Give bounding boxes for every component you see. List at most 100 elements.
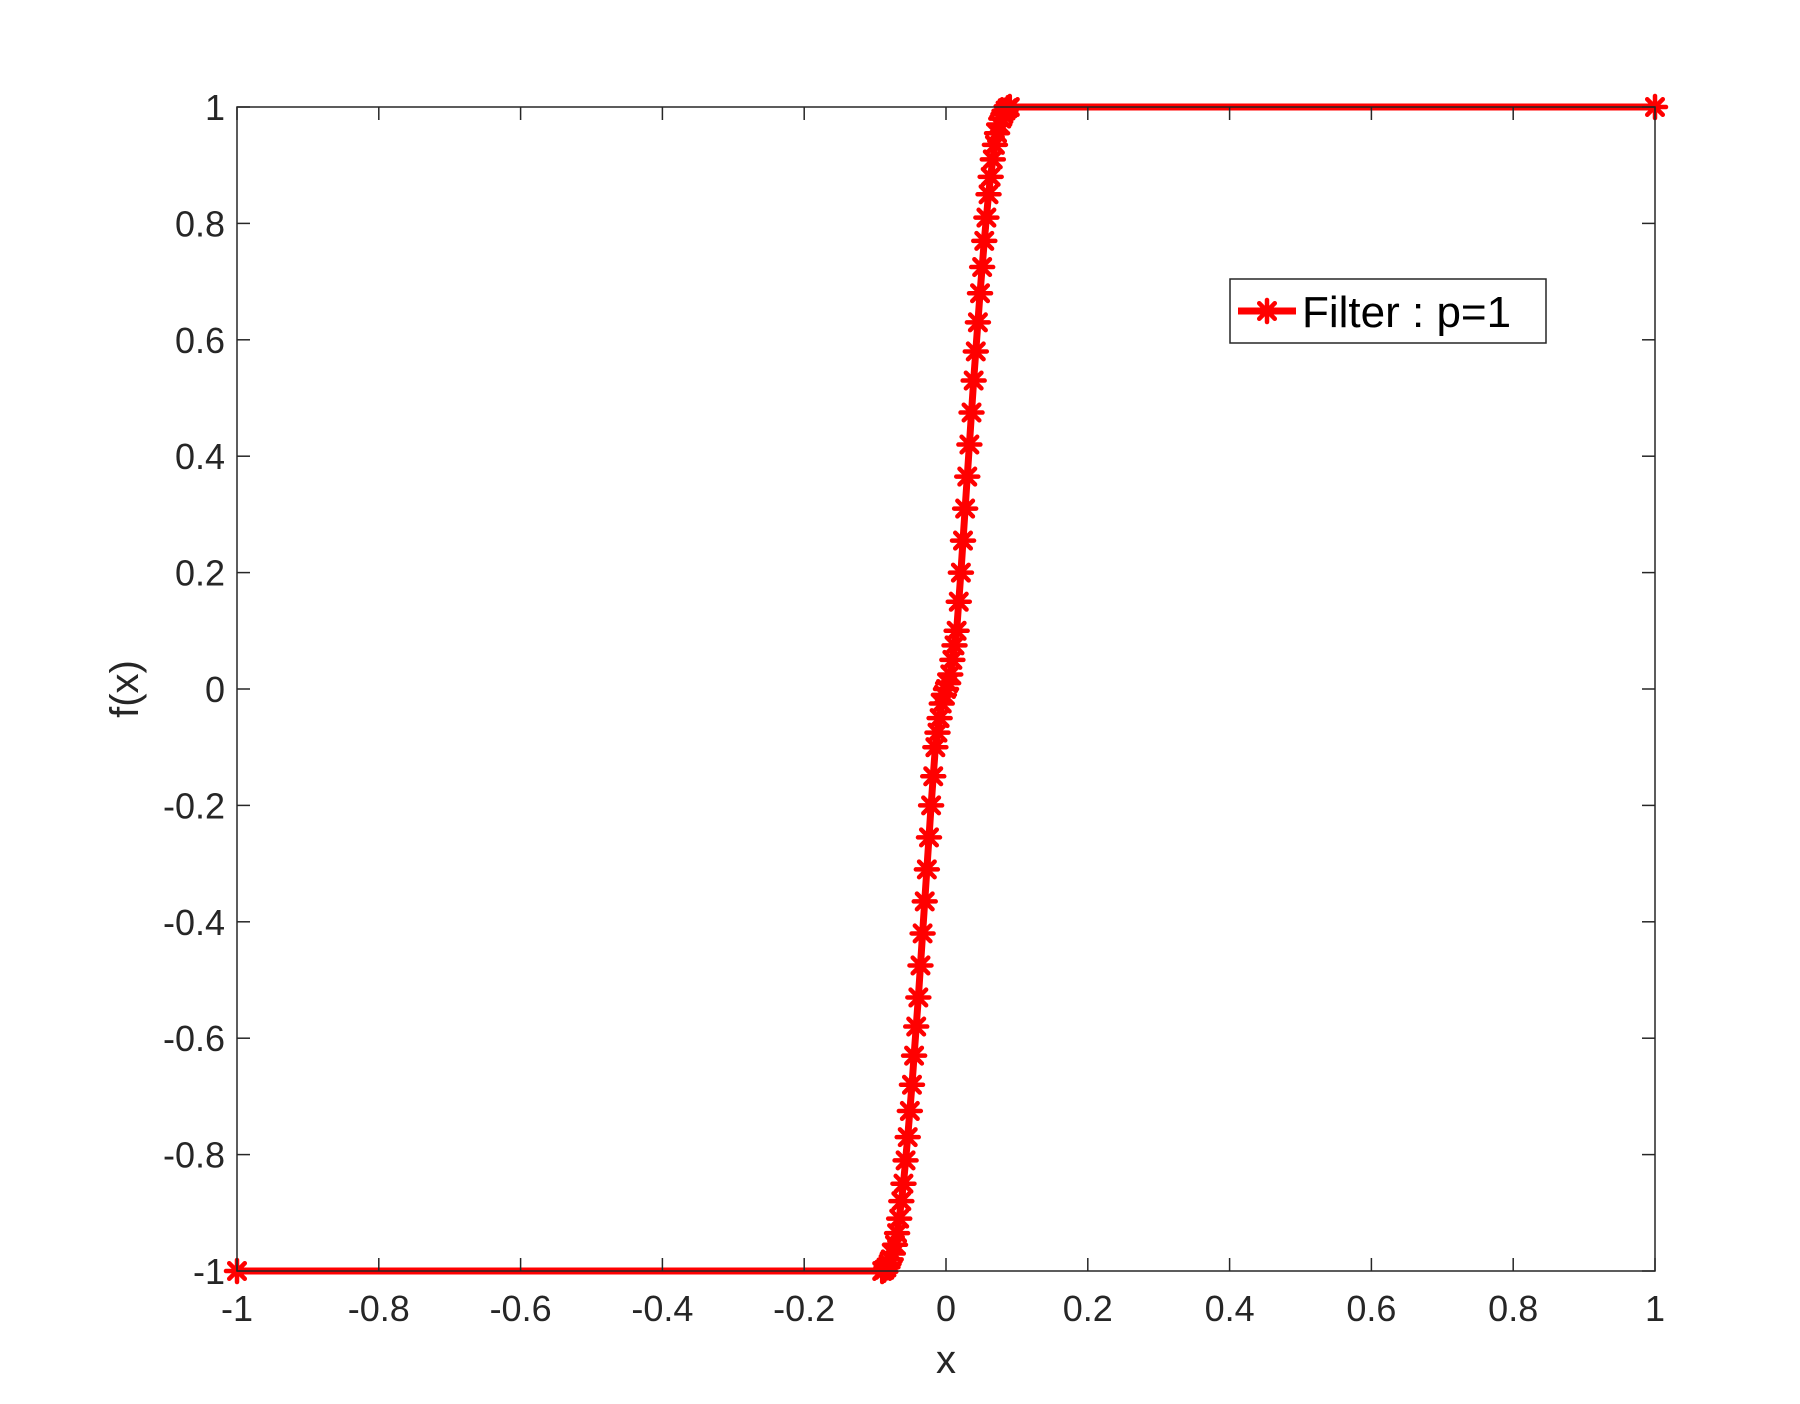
data-point [905,984,932,1011]
x-axis-label: x [936,1338,956,1382]
marker-stroke [959,434,980,455]
data-point [909,920,936,947]
marker-stroke [908,987,929,1008]
marker-stroke [967,312,988,333]
x-tick-label: -1 [221,1288,253,1329]
marker-stroke [963,370,984,391]
y-tick-label: 0.6 [175,320,225,361]
marker-stroke [921,795,942,816]
marker-stroke [895,1150,916,1171]
x-tick-label: 1 [1645,1288,1665,1329]
marker-stroke [948,591,969,612]
y-tick-label: 1 [205,87,225,128]
data-point [915,824,943,851]
data-point [971,227,998,255]
legend-marker-icon [1253,297,1281,325]
marker-stroke [889,1208,910,1229]
data-point [960,367,987,394]
data-point [907,952,934,979]
data-point [902,1013,930,1040]
x-tick-label: -0.8 [348,1288,410,1329]
marker-stroke [961,402,982,423]
data-point [911,888,938,915]
data-point [917,792,945,819]
x-tick-label: 0.4 [1205,1288,1255,1329]
marker-stroke [955,498,976,519]
marker-stroke [929,708,950,729]
data-point [898,1071,926,1099]
data-point [962,338,990,365]
x-tick-label: 0.2 [1063,1288,1113,1329]
x-tick-label: 0 [936,1288,956,1329]
y-tick-label: 0.2 [175,553,225,594]
marker-stroke [950,562,971,583]
x-tick-label: -0.6 [490,1288,552,1329]
data-point [900,1042,928,1069]
y-axis-label: f(x) [103,660,147,718]
marker-stroke [978,184,999,205]
y-tick-label: -1 [193,1251,225,1292]
legend-entry-label: Filter : p=1 [1302,288,1511,337]
x-tick-label: 0.8 [1488,1288,1538,1329]
marker-stroke [925,737,946,758]
marker-stroke [976,207,997,228]
data-point [968,253,996,281]
marker-stroke [923,766,944,787]
marker-stroke [891,1191,912,1212]
marker-stroke [952,530,974,551]
data-point [956,431,983,458]
y-tick-label: 0.8 [175,203,225,244]
legend: Filter : p=1 [1229,278,1547,344]
marker-stroke [1256,300,1278,322]
marker-stroke [957,466,978,487]
marker-stroke [912,923,933,944]
data-point [966,279,994,307]
data-point [919,763,947,790]
x-tick-label: 0.6 [1346,1288,1396,1329]
marker-stroke [972,257,993,278]
data-point [954,463,981,490]
legend-marker-stroke-group [1253,297,1281,325]
marker-stroke [940,664,961,685]
marker-stroke [916,859,937,880]
data-point [947,559,975,586]
marker-stroke [899,1100,920,1121]
data-point [973,204,1000,231]
data-point [943,617,970,645]
marker-stroke [982,149,1003,170]
marker-stroke [965,341,986,362]
data-point [894,1123,921,1151]
marker-stroke [944,635,965,656]
axes-group: -1 -0.8 -0.6 -0.4 -0.2 0 0.2 0.4 0.6 0.8 1 -1 -0.8 -0… [163,87,1665,1329]
data-point [892,1147,919,1174]
data-point [913,856,941,883]
marker-stroke [942,649,963,670]
marker-stroke [887,1223,908,1244]
marker-stroke [946,620,967,641]
marker-stroke [980,166,1001,187]
data-point [896,1097,924,1125]
x-tick-label: -0.2 [773,1288,835,1329]
marker-stroke [893,1173,914,1194]
y-tick-label: 0.4 [175,436,225,477]
marker-stroke [904,1045,925,1066]
marker-stroke [901,1074,922,1095]
y-tick-label: -0.6 [163,1018,225,1059]
marker-stroke [974,230,995,251]
x-tick-label: -0.4 [631,1288,693,1329]
marker-stroke [906,1016,927,1037]
data-point [945,588,973,615]
marker-stroke [970,283,991,304]
data-point [951,495,979,522]
marker-stroke [918,827,940,848]
marker-stroke [897,1127,918,1148]
marker-stroke [910,955,931,976]
data-point [958,399,985,426]
data-point [964,309,992,336]
marker-stroke [927,722,948,743]
y-tick-label: -0.8 [163,1135,225,1176]
y-tick-label: -0.4 [163,902,225,943]
y-tick-label: 0 [205,669,225,710]
data-point [949,527,977,554]
